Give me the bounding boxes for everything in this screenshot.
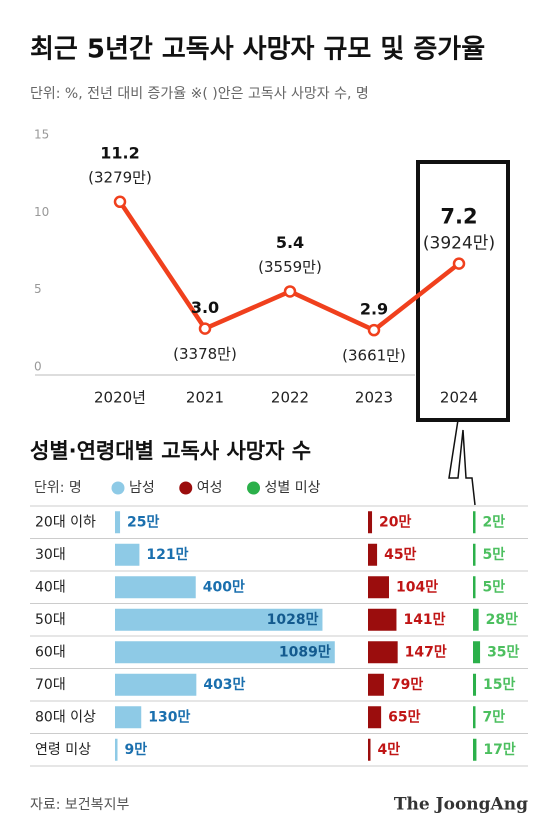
value-label: 7.2: [440, 205, 477, 229]
value-label: 141만: [403, 612, 445, 628]
legend-swatch: [247, 481, 261, 495]
value-label: 104만: [396, 579, 438, 595]
brand: The JoongAng: [394, 795, 528, 815]
bar: [115, 511, 121, 534]
bar: [368, 608, 397, 631]
value-label: 5.4: [276, 233, 304, 252]
title: 최근 5년간 고독사 사망자 규모 및 증가율: [30, 35, 485, 65]
bar: [115, 641, 335, 664]
bar: [473, 608, 479, 631]
point: [367, 323, 381, 337]
point: [113, 195, 127, 209]
legend-swatch: [111, 481, 125, 495]
value-label: 65만: [388, 709, 420, 725]
bar: [473, 641, 481, 664]
bar: [115, 706, 142, 729]
value-label: 4만: [378, 742, 401, 758]
value-label: 5만: [483, 547, 506, 563]
y-tick-label: 5: [34, 282, 42, 296]
bar: [115, 608, 323, 631]
point: [283, 285, 297, 298]
bar: [368, 576, 389, 599]
bar-title: 성별·연령대별 고독사 사망자 수: [30, 439, 311, 463]
annotation: (3378만): [173, 345, 237, 363]
bar: [473, 738, 477, 761]
point: [452, 257, 466, 270]
bar: [368, 641, 398, 664]
bar: [115, 543, 140, 566]
bar: [473, 673, 477, 696]
bar: [368, 738, 371, 761]
bar: [368, 511, 373, 534]
source: 자료: 보건복지부: [30, 797, 129, 813]
y-tick-label: 0: [34, 360, 42, 374]
value-label: 400만: [203, 579, 245, 595]
x-tick-label: 2022: [271, 389, 309, 407]
highlight-box: [416, 160, 510, 422]
y-tick-label: 10: [34, 205, 49, 219]
value-label: 79만: [391, 677, 423, 693]
row-label: 20대 이하: [35, 514, 96, 530]
bar: [473, 706, 476, 729]
value-label: 147만: [405, 644, 447, 660]
bar: [473, 511, 476, 534]
x-tick-label: 2024: [440, 389, 478, 407]
value-label: 403만: [203, 677, 245, 693]
annotation: (3559만): [258, 258, 322, 276]
value-label: 45만: [384, 547, 416, 563]
row-label: 30대: [35, 547, 66, 563]
value-label: 35만: [487, 644, 519, 660]
unit: 단위: 명: [34, 480, 82, 496]
value-label: 1089만: [279, 644, 331, 660]
value-label: 28만: [486, 612, 518, 628]
value-label: 2만: [483, 514, 506, 530]
legend-swatch: [179, 481, 193, 495]
value-label: 5만: [483, 579, 506, 595]
bar: [473, 543, 476, 566]
value-label: 2.9: [360, 300, 388, 319]
bar: [368, 673, 384, 696]
bar: [368, 543, 378, 566]
value-label: 17만: [483, 742, 515, 758]
row-label: 70대: [35, 677, 66, 693]
value-label: 9만: [125, 742, 148, 758]
value-label: 7만: [483, 709, 506, 725]
bar: [368, 706, 382, 729]
bar: [115, 576, 196, 599]
annotation: (3661만): [342, 347, 406, 365]
legend-label: 남성: [129, 480, 155, 496]
value-label: 25만: [127, 514, 159, 530]
row-label: 40대: [35, 579, 66, 595]
row-label: 연령 미상: [35, 742, 91, 758]
value-label: 20만: [379, 514, 411, 530]
legend-label: 여성: [197, 480, 223, 496]
value-label: 15만: [483, 677, 515, 693]
callout: [448, 419, 476, 506]
x-tick-label: 2020년: [94, 389, 146, 407]
value-label: 1028만: [267, 612, 319, 628]
annotation: (3924만): [423, 234, 495, 254]
annotation: (3279만): [88, 168, 152, 186]
subtitle: 단위: %, 전년 대비 증가율 ※( )안은 고독사 사망자 수, 명: [30, 86, 369, 102]
legend-label: 성별 미상: [265, 480, 321, 496]
point: [198, 322, 212, 335]
row-label: 80대 이상: [35, 709, 96, 725]
value-label: 3.0: [191, 298, 219, 317]
value-label: 11.2: [100, 143, 139, 162]
y-tick-label: 15: [34, 128, 49, 142]
row-label: 50대: [35, 612, 66, 628]
bar: [115, 738, 118, 761]
x-tick-label: 2021: [186, 389, 224, 407]
x-tick-label: 2023: [355, 389, 393, 407]
bar: [115, 673, 197, 696]
value-label: 130만: [148, 709, 190, 725]
bar: [473, 576, 476, 599]
value-label: 121만: [146, 547, 188, 563]
row-label: 60대: [35, 644, 66, 660]
